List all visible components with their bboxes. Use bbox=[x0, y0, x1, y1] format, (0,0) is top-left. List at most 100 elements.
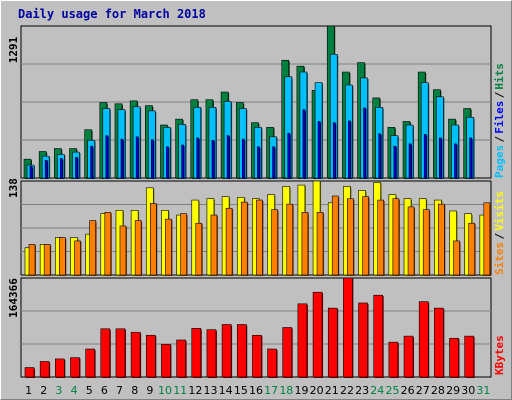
kbytes-bar bbox=[130, 331, 141, 378]
files-bar bbox=[378, 133, 382, 179]
x-tick-label: 12 bbox=[188, 384, 202, 397]
legend-separator: / bbox=[493, 136, 506, 143]
files-bar bbox=[287, 132, 291, 179]
sites-bar bbox=[210, 214, 218, 276]
x-tick-label: 21 bbox=[325, 384, 339, 397]
files-bar bbox=[302, 109, 306, 179]
sites-bar bbox=[195, 222, 203, 276]
sites-bar bbox=[438, 203, 445, 276]
kbytes-bar bbox=[327, 307, 338, 378]
files-bar bbox=[408, 143, 412, 179]
kbytes-bar bbox=[418, 301, 429, 378]
legend-files: Files bbox=[493, 101, 506, 134]
sites-bar bbox=[28, 244, 36, 276]
y-max-label-hits: 1291 bbox=[7, 36, 20, 63]
sites-bar bbox=[331, 195, 339, 276]
x-tick-label: 16 bbox=[249, 384, 263, 397]
x-tick-label: 17 bbox=[264, 384, 278, 397]
files-bar bbox=[348, 120, 351, 179]
sites-bar bbox=[347, 198, 354, 276]
sites-bar bbox=[89, 220, 96, 276]
sites-bar bbox=[119, 225, 127, 276]
files-bar bbox=[150, 139, 154, 179]
kbytes-bar bbox=[252, 334, 262, 378]
files-bar bbox=[454, 143, 457, 179]
files-bar bbox=[226, 135, 230, 179]
files-bar bbox=[44, 160, 48, 179]
kbytes-bar bbox=[434, 307, 444, 378]
x-tick-label: 24 bbox=[370, 384, 384, 397]
sites-bar bbox=[407, 206, 415, 276]
x-tick-label: 14 bbox=[219, 384, 233, 397]
x-tick-label: 5 bbox=[86, 384, 93, 397]
kbytes-bar bbox=[373, 294, 384, 378]
legend-sites: Sites bbox=[493, 242, 506, 275]
sites-bar bbox=[240, 201, 248, 276]
files-bar bbox=[363, 107, 366, 179]
x-tick-label: 9 bbox=[146, 384, 153, 397]
sites-bar bbox=[377, 199, 385, 276]
legend-kbytes: KBytes bbox=[493, 335, 506, 375]
legend-separator: / bbox=[493, 233, 506, 240]
sites-bar bbox=[180, 213, 187, 276]
x-tick-label: 31 bbox=[476, 384, 490, 397]
kbytes-bar bbox=[221, 324, 232, 378]
kbytes-bar bbox=[39, 361, 50, 378]
sites-bar bbox=[104, 212, 112, 276]
x-tick-label: 20 bbox=[310, 384, 324, 397]
x-tick-label: 7 bbox=[116, 384, 123, 397]
files-bar bbox=[75, 157, 78, 179]
kbytes-bar bbox=[312, 291, 323, 378]
x-tick-label: 27 bbox=[416, 384, 430, 397]
kbytes-bar bbox=[358, 302, 368, 378]
sites-bar bbox=[453, 240, 460, 276]
files-bar bbox=[272, 146, 275, 179]
x-tick-label: 2 bbox=[40, 384, 47, 397]
kbytes-bar bbox=[403, 335, 414, 378]
x-tick-label: 23 bbox=[355, 384, 369, 397]
x-tick-label: 1 bbox=[25, 384, 32, 397]
files-bar bbox=[60, 158, 63, 179]
files-bar bbox=[181, 144, 184, 179]
sites-bar bbox=[134, 220, 142, 276]
x-tick-label: 10 bbox=[158, 384, 172, 397]
x-tick-label: 28 bbox=[431, 384, 445, 397]
chart-title: Daily usage for March 2018 bbox=[18, 7, 206, 21]
sites-bar bbox=[392, 198, 400, 276]
files-bar bbox=[317, 121, 321, 179]
sites-bar bbox=[301, 212, 309, 276]
x-tick-label: 6 bbox=[101, 384, 108, 397]
kbytes-bar bbox=[161, 343, 171, 378]
kbytes-bar bbox=[388, 341, 399, 378]
files-bar bbox=[211, 140, 215, 179]
x-tick-label: 30 bbox=[461, 384, 475, 397]
kbytes-bar bbox=[176, 339, 186, 378]
sites-bar bbox=[256, 199, 263, 276]
kbytes-bar bbox=[115, 328, 126, 378]
sites-bar bbox=[225, 207, 233, 276]
legend-visits: Visits bbox=[493, 191, 506, 231]
files-bar bbox=[469, 137, 472, 179]
sites-bar bbox=[165, 218, 172, 276]
x-tick-label: 8 bbox=[131, 384, 138, 397]
sites-bar bbox=[483, 202, 491, 276]
files-bar bbox=[196, 137, 200, 179]
sites-bar bbox=[286, 203, 294, 276]
x-tick-label: 22 bbox=[340, 384, 354, 397]
kbytes-bar bbox=[464, 335, 474, 378]
kbytes-bar bbox=[282, 327, 293, 378]
files-bar bbox=[105, 135, 109, 179]
kbytes-bar bbox=[343, 277, 353, 378]
kbytes-bar bbox=[191, 328, 202, 378]
legend-pages: Pages bbox=[493, 145, 506, 178]
sites-bar bbox=[149, 203, 157, 276]
files-bar bbox=[423, 134, 427, 179]
kbytes-bar bbox=[70, 357, 80, 378]
sites-bar bbox=[362, 196, 369, 276]
files-bar bbox=[135, 136, 139, 179]
kbytes-bar bbox=[85, 348, 95, 378]
sites-bar bbox=[422, 209, 430, 276]
files-bar bbox=[439, 137, 442, 179]
x-tick-label: 4 bbox=[71, 384, 78, 397]
